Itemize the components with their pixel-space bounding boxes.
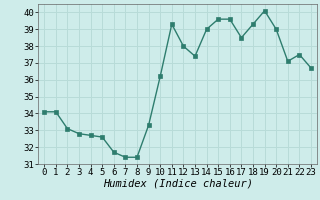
X-axis label: Humidex (Indice chaleur): Humidex (Indice chaleur) bbox=[103, 179, 252, 189]
